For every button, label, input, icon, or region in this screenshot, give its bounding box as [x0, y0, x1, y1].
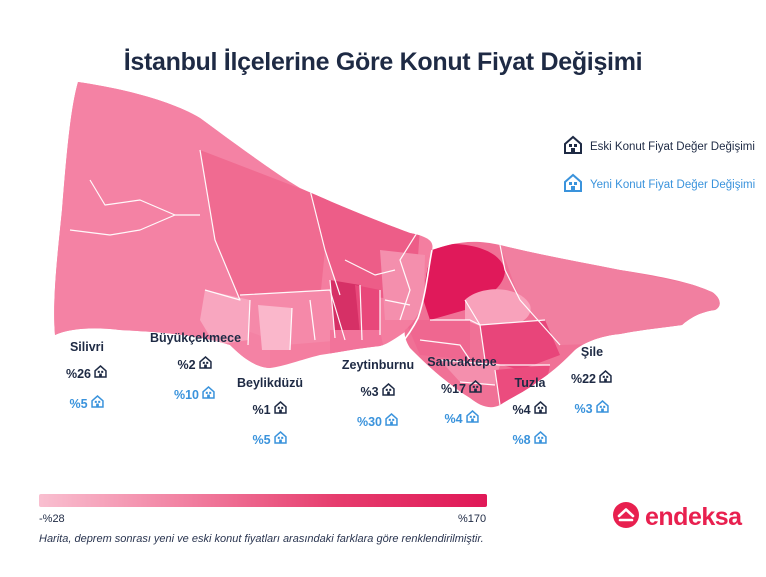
house-dark-icon	[381, 382, 396, 402]
legend-new-label: Yeni Konut Fiyat Değer Değişimi	[590, 178, 756, 191]
color-scale-bar	[39, 494, 487, 507]
district-card-buyukcekmece: Büyükçekmece %2 %10	[150, 331, 242, 405]
asia-region	[404, 241, 720, 408]
district-card-beylikduzu: Beylikdüzü %1 %5	[230, 376, 310, 450]
house-dark-icon	[93, 364, 108, 384]
district-arnavutkoy	[200, 150, 330, 300]
district-tuzla	[495, 365, 550, 405]
district-name: Beylikdüzü	[237, 376, 303, 390]
district-buyukcekmece	[200, 290, 250, 345]
legend-old-label: Eski Konut Fiyat Değer Değişimi	[590, 140, 755, 153]
new-value: %10	[173, 388, 200, 402]
brand-name: endeksa	[645, 503, 742, 531]
house-blue-icon	[273, 430, 288, 450]
house-blue-icon	[90, 394, 105, 414]
district-sancaktepe	[480, 320, 560, 370]
new-value: %3	[574, 402, 593, 416]
district-card-tuzla: Tuzla %4 %8	[500, 376, 560, 450]
district-uskudar-kadikoy	[405, 320, 470, 360]
house-blue-icon	[465, 409, 480, 429]
district-name: Şile	[580, 345, 604, 359]
district-card-zeytinburnu: Zeytinburnu %3 %30	[336, 358, 420, 432]
district-maltepe	[440, 360, 500, 385]
district-gungoren-bagcilar	[330, 280, 362, 340]
district-sile	[500, 245, 720, 345]
house-dark-icon	[468, 379, 483, 399]
house-blue-icon	[595, 399, 610, 419]
scale-max-label: %170	[458, 513, 487, 525]
scale-min-label: -%28	[39, 513, 65, 525]
house-dark-icon	[562, 134, 584, 159]
legend-new: Yeni Konut Fiyat Değer Değişimi	[562, 172, 755, 197]
house-dark-icon	[533, 400, 548, 420]
new-value: %4	[444, 412, 463, 426]
bosphorus-strait	[399, 249, 433, 346]
house-dark-icon	[198, 355, 213, 375]
new-value: %5	[252, 433, 271, 447]
brand-logo: endeksa	[612, 501, 742, 534]
legend-old: Eski Konut Fiyat Değer Değişimi	[562, 134, 755, 159]
district-name: Tuzla	[514, 376, 546, 390]
district-card-sancaktepe: Sancaktepe %17 %4	[422, 355, 502, 429]
new-value: %5	[69, 397, 88, 411]
old-value: %26	[65, 367, 92, 381]
district-beykoz	[420, 243, 505, 320]
district-cekmekoy	[465, 289, 531, 330]
district-name: Silivri	[69, 340, 105, 354]
district-beyoglu-sisli	[380, 250, 425, 320]
page-title: İstanbul İlçelerine Göre Konut Fiyat Değ…	[123, 48, 643, 76]
old-value: %1	[252, 403, 271, 417]
new-value: %8	[512, 433, 531, 447]
house-blue-icon	[533, 430, 548, 450]
new-value: %30	[356, 415, 383, 429]
europe-region	[54, 82, 433, 368]
district-beylikduzu	[258, 305, 292, 350]
house-dark-icon	[273, 400, 288, 420]
district-card-silivri: Silivri %26 %5	[52, 340, 122, 414]
district-name: Zeytinburnu	[341, 358, 415, 372]
old-value: %3	[360, 385, 379, 399]
house-dark-icon	[598, 369, 613, 389]
old-value: %22	[570, 372, 597, 386]
district-zeytinburnu	[330, 330, 385, 358]
district-name: Sancaktepe	[427, 355, 497, 369]
house-blue-icon	[384, 412, 399, 432]
house-blue-icon	[201, 385, 216, 405]
district-card-sile: Şile %22 %3	[562, 345, 622, 419]
old-value: %4	[512, 403, 531, 417]
house-blue-icon	[562, 172, 584, 197]
district-name: Büyükçekmece	[150, 331, 242, 345]
old-value: %17	[440, 382, 467, 396]
footnote: Harita, deprem sonrası yeni ve eski konu…	[39, 533, 484, 545]
old-value: %2	[177, 358, 196, 372]
endeksa-logo-icon	[612, 501, 640, 534]
